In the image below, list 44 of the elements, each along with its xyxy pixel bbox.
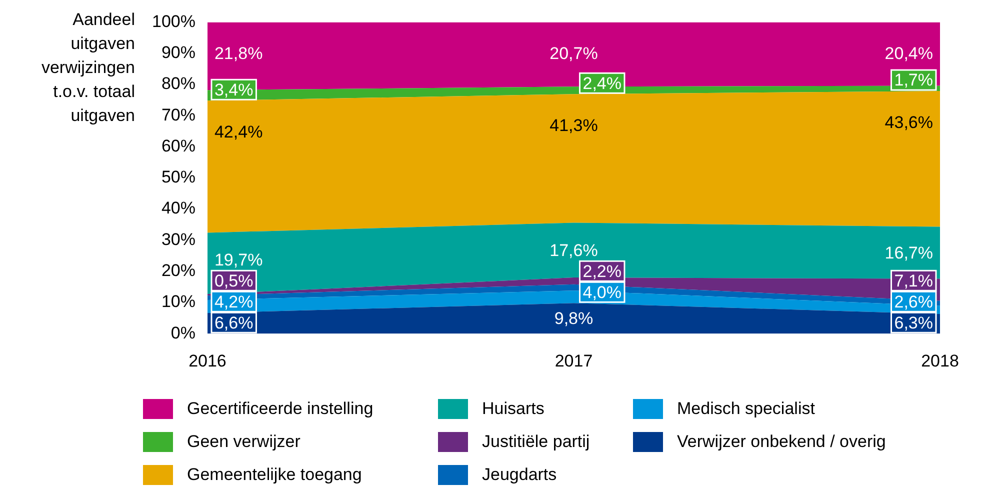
data-label: 4,0% (582, 282, 622, 302)
y-tick-label: 50% (161, 168, 196, 187)
x-tick-label: 2016 (188, 351, 226, 370)
y-tick-label: 70% (161, 105, 196, 124)
y-tick-label: 80% (161, 74, 196, 94)
y-tick-label: 40% (161, 198, 196, 218)
data-label: 20,4% (884, 44, 933, 64)
data-label: 2,2% (582, 262, 622, 281)
data-label: 6,3% (894, 313, 933, 332)
y-tick-label: 10% (161, 292, 196, 312)
data-label: 16,7% (884, 243, 933, 262)
data-label: 41,3% (550, 116, 598, 135)
data-label: 2,6% (894, 292, 933, 312)
data-label: 1,7% (894, 70, 933, 90)
y-tick-label: 90% (161, 43, 196, 62)
legend-label: Medisch specialist (677, 398, 815, 418)
legend-label: Verwijzer onbekend / overig (677, 432, 886, 452)
y-tick-label: 30% (161, 230, 196, 249)
legend-label: Jeugdarts (482, 464, 557, 484)
y-tick-label: 100% (152, 12, 196, 31)
legend-label: Justitiële partij (482, 432, 590, 452)
y-tick-label: 60% (161, 136, 196, 156)
y-axis-title: Aandeel uitgaven verwijzingen t.o.v. totaal uitgaven (40, 9, 135, 127)
legend-label: Gecertificeerde instelling (187, 398, 374, 418)
data-label: 0,5% (214, 271, 254, 290)
legend-label: Gemeentelijke toegang (187, 464, 362, 484)
y-tick-label: 20% (161, 261, 196, 280)
data-label: 17,6% (550, 240, 598, 260)
data-label: 19,7% (214, 250, 263, 270)
y-tick-label: 0% (170, 323, 196, 342)
data-label: 20,7% (550, 44, 598, 64)
x-tick-label: 2018 (921, 351, 959, 370)
data-label: 4,2% (214, 292, 254, 312)
legend-label: Huisarts (482, 398, 544, 418)
data-label: 2,4% (582, 74, 622, 93)
data-label: 21,8% (214, 44, 263, 64)
data-label: 7,1% (894, 271, 933, 290)
data-label: 9,8% (554, 309, 594, 328)
x-tick-label: 2017 (554, 351, 593, 370)
data-label: 43,6% (884, 112, 933, 132)
legend-label: Geen verwijzer (187, 432, 300, 452)
data-label: 6,6% (214, 313, 254, 332)
data-label: 3,4% (214, 80, 254, 100)
data-label: 42,4% (214, 122, 263, 142)
